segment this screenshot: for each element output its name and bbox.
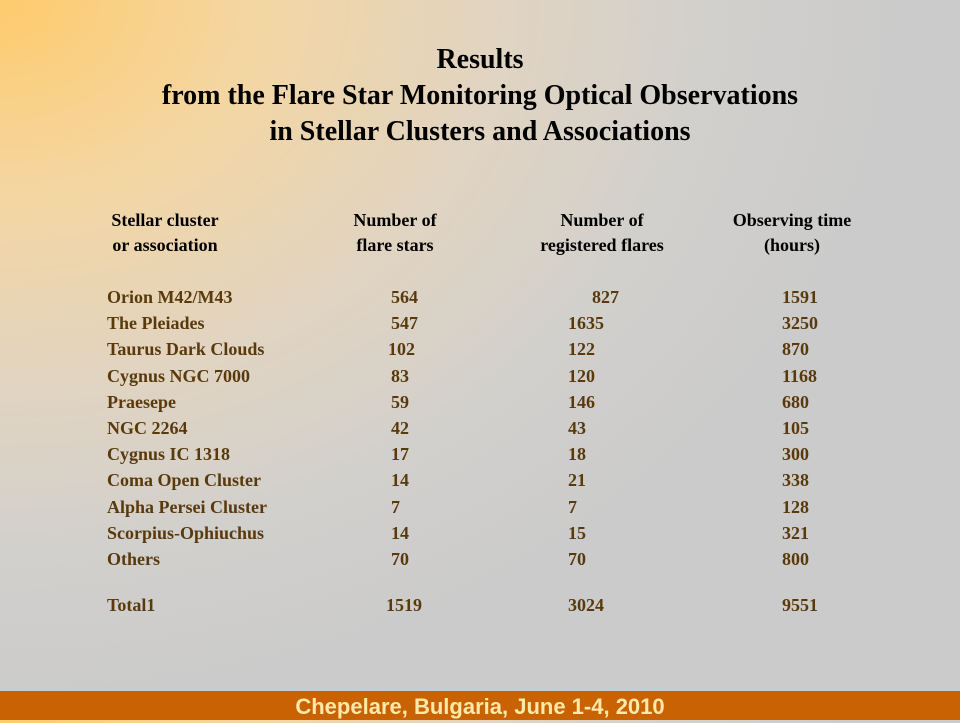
header-flare-stars: Number of flare stars xyxy=(353,210,437,255)
header-observing-time: Observing time (hours) xyxy=(732,210,852,255)
table-row: Orion M42/M43 564 827 1591 xyxy=(107,287,818,307)
table-body: Orion M42/M43 564 827 1591 The Pleiades 547 1… xyxy=(0,284,960,572)
table-row: Scorpius-Ophiuchus 14 15 321 xyxy=(107,522,809,543)
header-stellar-cluster: Stellar cluster or association xyxy=(111,210,219,255)
title-line-3: in Stellar Clusters and Associations xyxy=(269,116,691,147)
table-total-row: Total1 1519 3024 9551 xyxy=(107,595,818,615)
footer-banner: Chepelare, Bulgaria, June 1-4, 2010 xyxy=(0,691,960,720)
header-registered-flares: Number of registered flares xyxy=(540,210,664,255)
slide-title: Results from the Flare Star Monitoring O… xyxy=(0,42,960,150)
table-row: Praesepe 59 146 680 xyxy=(107,391,809,412)
table-row: Coma Open Cluster 14 21 338 xyxy=(107,470,809,491)
table-row: Cygnus IC 1318 17 18 300 xyxy=(107,444,809,465)
table-row: The Pleiades 547 1635 3250 xyxy=(107,313,818,334)
table-row: Alpha Persei Cluster 7 7 128 xyxy=(107,496,809,517)
table-row: Others 70 70 800 xyxy=(107,548,809,569)
title-line-2: from the Flare Star Monitoring Optical O… xyxy=(161,80,799,111)
table-row: NGC 2264 42 43 105 xyxy=(107,417,809,438)
table-row: Taurus Dark Clouds 102 122 870 xyxy=(107,339,809,360)
title-line-1: Results xyxy=(436,44,524,75)
table-header: Stellar cluster or association Number of… xyxy=(0,208,960,258)
table-row: Cygnus NGC 7000 83 120 1168 xyxy=(107,365,818,386)
